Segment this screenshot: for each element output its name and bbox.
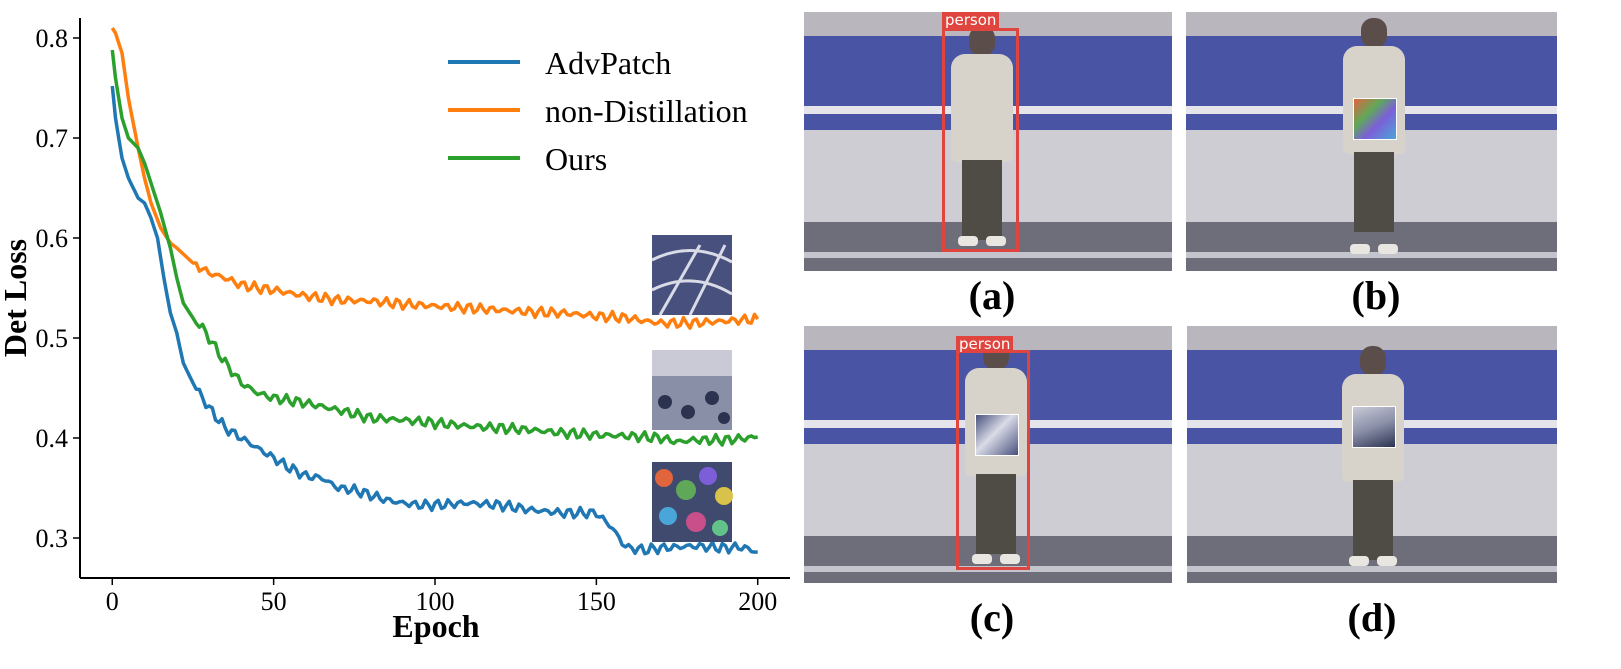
detection-box xyxy=(956,350,1030,570)
y-tick-label: 0.5 xyxy=(36,324,69,353)
detection-label: person xyxy=(942,12,1000,29)
photo-panel-a: person xyxy=(804,12,1172,271)
panel-caption-b: (b) xyxy=(1351,273,1401,318)
photo-panel-c: person xyxy=(804,326,1172,583)
legend-label-non-distillation: non-Distillation xyxy=(545,93,748,129)
legend-label-ours: Ours xyxy=(545,141,607,177)
detection-label: person xyxy=(956,336,1014,353)
adversarial-patch xyxy=(975,414,1019,456)
chart-series-lines xyxy=(110,27,760,556)
y-tick-label: 0.6 xyxy=(36,224,69,253)
panel-caption-a: (a) xyxy=(968,273,1016,318)
photo-panel-d xyxy=(1187,326,1557,583)
patch-thumbnail-advpatch xyxy=(652,462,733,542)
det-loss-chart: 0 50 100 150 200 0.3 0.4 0.5 0.6 0.7 0.8 AdvPatch … xyxy=(0,18,790,644)
x-tick-label: 200 xyxy=(738,587,777,616)
x-tick-label: 0 xyxy=(106,587,119,616)
series-line-ours xyxy=(110,49,759,447)
chart-ticks: 0 50 100 150 200 0.3 0.4 0.5 0.6 0.7 0.8 xyxy=(36,24,778,616)
adversarial-patch xyxy=(1353,98,1397,140)
y-tick-label: 0.4 xyxy=(36,424,69,453)
series-line-advpatch xyxy=(110,85,758,556)
y-tick-label: 0.3 xyxy=(36,524,69,553)
detection-box xyxy=(942,28,1019,252)
photo-panel-b xyxy=(1186,12,1557,271)
series-line-non-distillation xyxy=(110,27,760,330)
x-tick-label: 150 xyxy=(577,587,616,616)
x-axis-title: Epoch xyxy=(392,608,479,644)
y-tick-label: 0.7 xyxy=(36,124,69,153)
legend-label-advpatch: AdvPatch xyxy=(545,45,671,81)
y-tick-label: 0.8 xyxy=(36,24,69,53)
x-tick-label: 50 xyxy=(261,587,287,616)
adversarial-patch xyxy=(1352,406,1396,448)
y-axis-title: Det Loss xyxy=(0,239,33,357)
chart-legend: AdvPatch non-Distillation Ours xyxy=(448,45,748,177)
x-tick-label: 100 xyxy=(416,587,455,616)
patch-thumbnail-non-distillation xyxy=(651,235,733,316)
panel-caption-d: (d) xyxy=(1347,595,1397,640)
panel-caption-c: (c) xyxy=(969,595,1015,640)
patch-thumbnail-ours xyxy=(652,350,732,430)
